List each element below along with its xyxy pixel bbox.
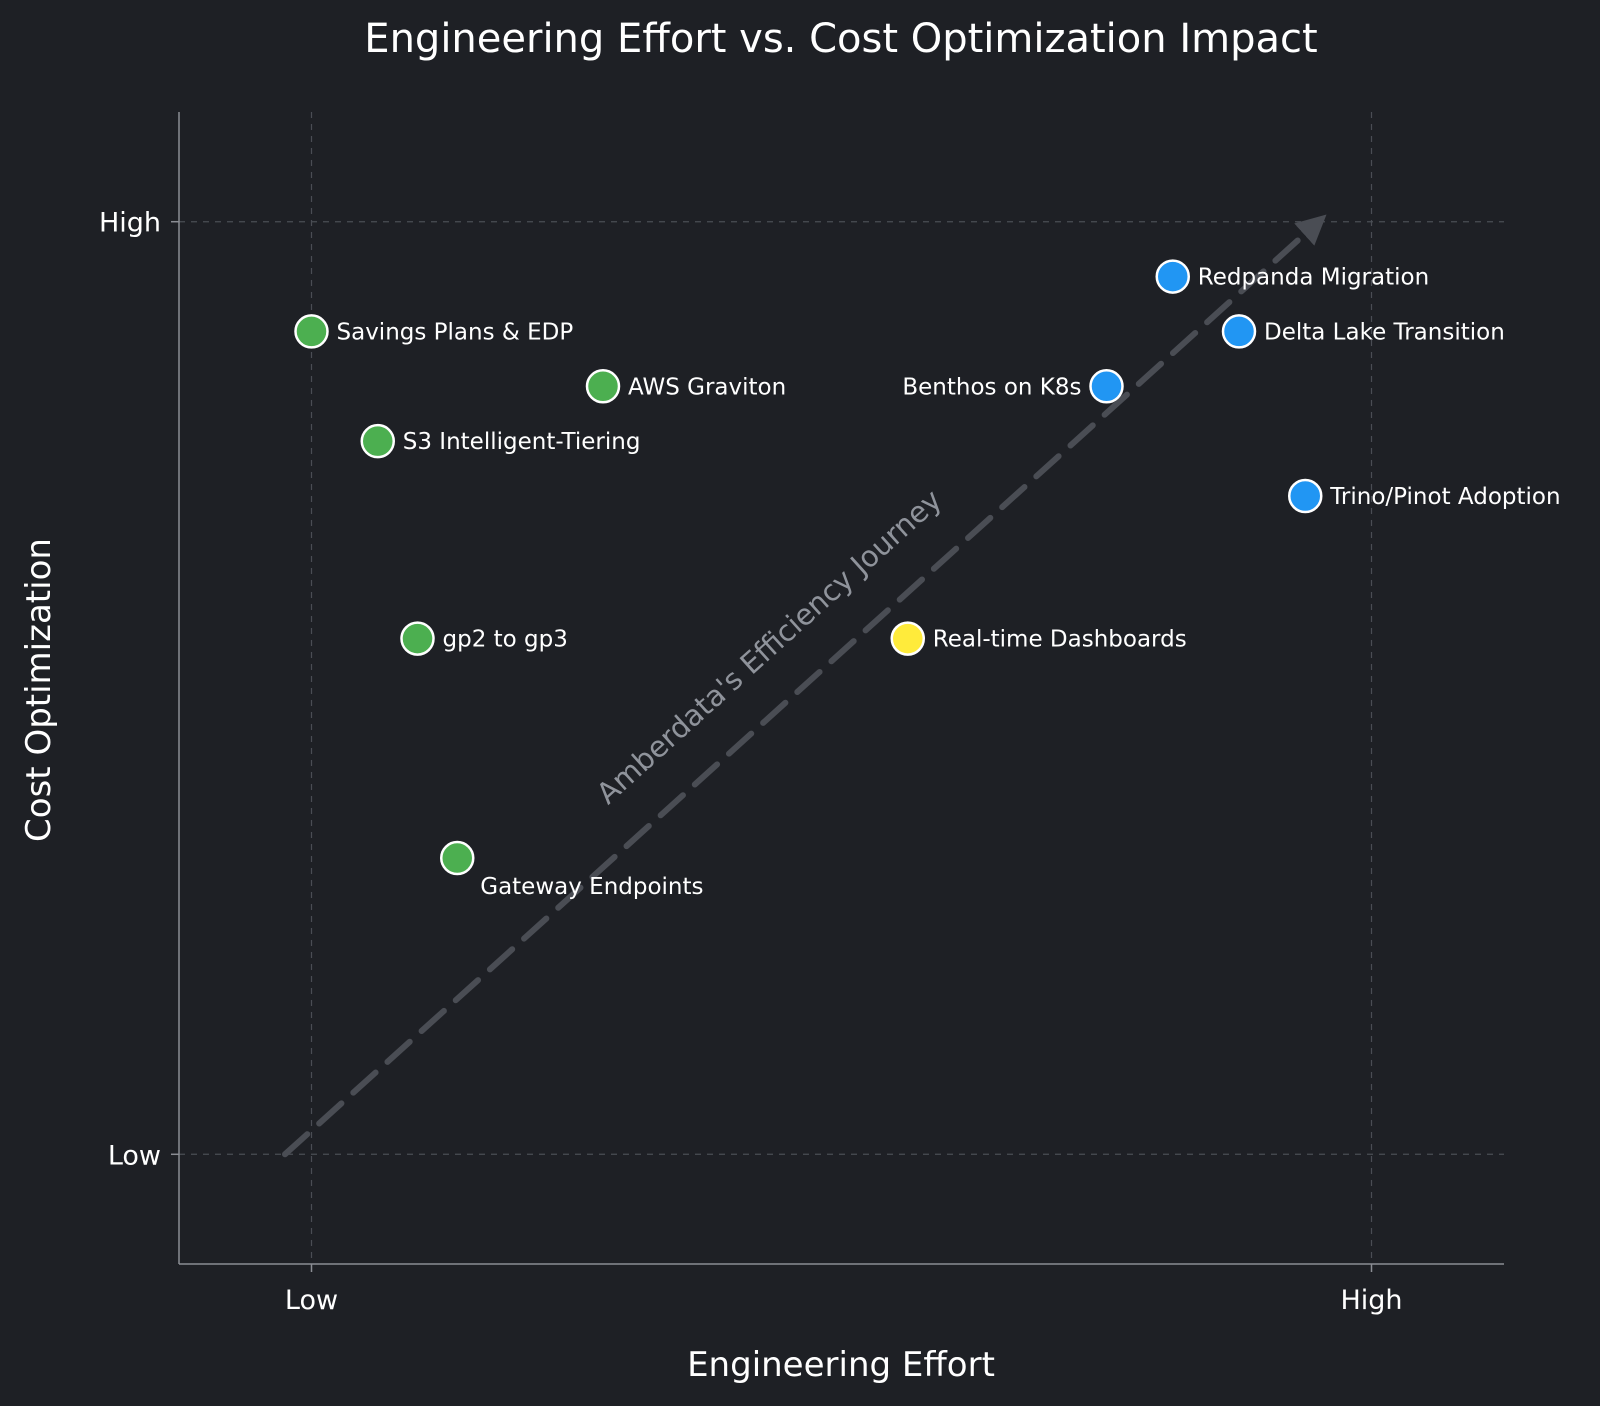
point-savings-plans-edp xyxy=(294,314,329,349)
point-real-time-dashboards xyxy=(890,621,925,656)
point-label-savings-plans-edp: Savings Plans & EDP xyxy=(337,319,574,345)
trend-arrow-group: Amberdata's Efficiency Journey xyxy=(282,214,1327,1158)
point-s3-intelligent-tiering xyxy=(360,423,395,459)
data-points: Savings Plans & EDP AWS Graviton S3 Intell… xyxy=(294,259,1561,900)
point-label-real-time-dashboards: Real-time Dashboards xyxy=(933,627,1187,653)
point-label-gateway-endpoints: Gateway Endpoints xyxy=(480,874,703,900)
point-label-s3-intelligent-tiering: S3 Intelligent-Tiering xyxy=(403,429,641,455)
point-label-benthos-on-k8s: Benthos on K8s xyxy=(902,374,1081,400)
chart-title: Engineering Effort vs. Cost Optimization… xyxy=(364,16,1317,62)
point-label-gp2-to-gp3: gp2 to gp3 xyxy=(443,627,568,653)
point-gateway-endpoints xyxy=(440,840,475,876)
x-axis-label: Engineering Effort xyxy=(687,1345,995,1385)
point-benthos-on-k8s xyxy=(1089,369,1124,404)
grid-lines xyxy=(179,112,1504,1264)
axis-ticks: Low High Low High xyxy=(99,208,1403,1316)
y-tick-label-low: Low xyxy=(108,1140,161,1171)
point-redpanda-migration xyxy=(1155,259,1190,294)
point-label-trino-pinot-adoption: Trino/Pinot Adoption xyxy=(1329,484,1560,510)
point-aws-graviton xyxy=(585,369,621,404)
y-axis-label: Cost Optimization xyxy=(19,538,59,842)
point-label-delta-lake-transition: Delta Lake Transition xyxy=(1264,319,1505,345)
x-tick-label-high: High xyxy=(1340,1285,1402,1316)
point-delta-lake-transition xyxy=(1221,314,1257,349)
point-label-aws-graviton: AWS Graviton xyxy=(628,374,786,400)
trend-arrow xyxy=(282,214,1327,1158)
x-tick-label-low: Low xyxy=(285,1285,338,1316)
point-gp2-to-gp3 xyxy=(400,621,435,656)
y-tick-label-high: High xyxy=(99,208,161,239)
point-label-redpanda-migration: Redpanda Migration xyxy=(1198,265,1429,291)
point-trino-pinot-adoption xyxy=(1288,478,1323,514)
